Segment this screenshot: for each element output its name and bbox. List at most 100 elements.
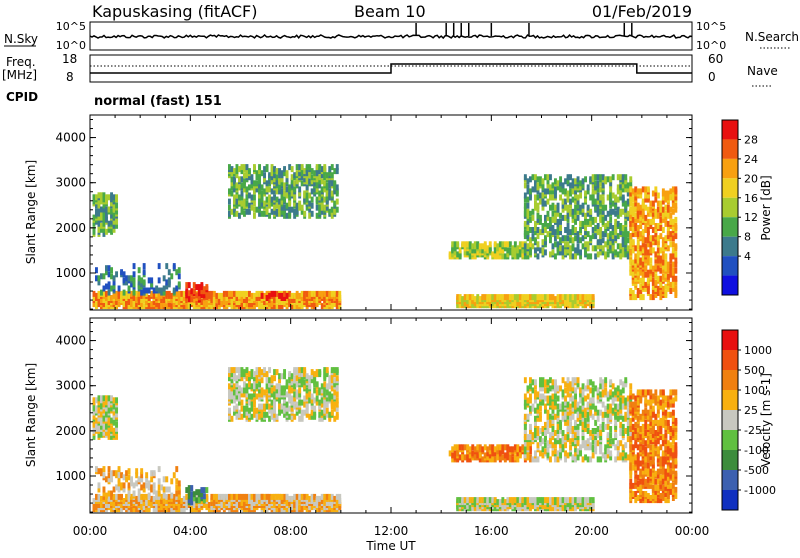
data-cell [567,235,570,241]
data-cell [273,166,276,172]
data-cell [273,195,276,201]
data-cell [632,290,635,296]
data-cell [241,414,244,420]
data-cell [584,418,587,424]
data-cell [489,241,492,247]
data-cell [577,294,580,300]
data-cell [557,456,560,462]
data-cell [296,389,299,395]
data-cell [113,420,116,426]
data-cell [188,282,191,288]
data-cell [293,404,296,410]
data-cell [115,194,118,200]
data-cell [291,191,294,197]
colorbar-segment [722,159,738,178]
data-cell [499,241,502,247]
data-cell [572,178,575,184]
data-cell [150,496,153,502]
data-cell [572,209,575,215]
data-cell [637,249,640,255]
data-cell [276,188,279,194]
data-cell [205,494,208,500]
data-cell [293,375,296,381]
data-cell [333,402,336,408]
data-cell [479,296,482,302]
data-cell [311,291,314,297]
data-cell [248,371,251,377]
data-cell [461,241,464,247]
data-cell [258,404,261,410]
data-cell [539,377,542,383]
data-cell [519,294,522,300]
data-cell [484,241,487,247]
data-cell [602,245,605,251]
data-cell [296,381,299,387]
nave-tick-bottom: 0 [708,70,716,84]
data-cell [572,253,575,259]
data-cell [632,188,635,194]
data-cell [662,286,665,292]
data-cell [554,241,557,247]
data-cell [451,446,454,452]
data-cell [622,195,625,201]
data-cell [532,233,535,239]
data-cell [170,273,173,279]
data-cell [574,205,577,211]
data-cell [233,195,236,201]
data-cell [554,394,557,400]
data-cell [471,444,474,450]
data-cell [311,174,314,180]
data-cell [629,288,632,294]
data-cell [544,294,547,300]
data-cell [554,430,557,436]
data-cell [572,243,575,249]
data-cell [98,192,101,198]
data-cell [286,402,289,408]
data-cell [594,253,597,259]
data-cell [273,502,276,508]
data-cell [609,231,612,237]
data-cell [298,504,301,510]
data-cell [542,294,545,300]
data-cell [607,195,610,201]
data-cell [130,494,133,500]
data-cell [559,219,562,225]
data-cell [258,367,261,373]
data-cell [529,383,532,389]
data-cell [564,381,567,387]
data-cell [173,288,176,294]
data-cell [672,209,675,215]
data-cell [547,211,550,217]
data-cell [534,450,537,456]
data-cell [607,251,610,257]
data-cell [256,367,259,373]
data-cell [567,426,570,432]
y-tick-label: 4000 [55,131,86,145]
data-cell [506,241,509,247]
data-cell [552,249,555,255]
data-cell [552,294,555,300]
data-cell [469,446,472,452]
data-cell [456,294,459,300]
data-cell [584,213,587,219]
data-cell [286,203,289,209]
data-cell [642,262,645,268]
data-cell [143,288,146,294]
colorbar-segment [722,217,738,236]
data-cell [336,184,339,190]
data-cell [326,291,329,297]
data-cell [569,199,572,205]
data-cell [336,385,339,391]
data-cell [236,494,239,500]
data-cell [293,383,296,389]
data-cell [632,197,635,203]
data-cell [288,164,291,170]
data-cell [532,209,535,215]
data-cell [567,174,570,180]
data-cell [657,235,660,241]
data-cell [293,391,296,397]
data-cell [539,412,542,418]
data-cell [577,454,580,460]
data-cell [592,398,595,404]
data-cell [669,241,672,247]
